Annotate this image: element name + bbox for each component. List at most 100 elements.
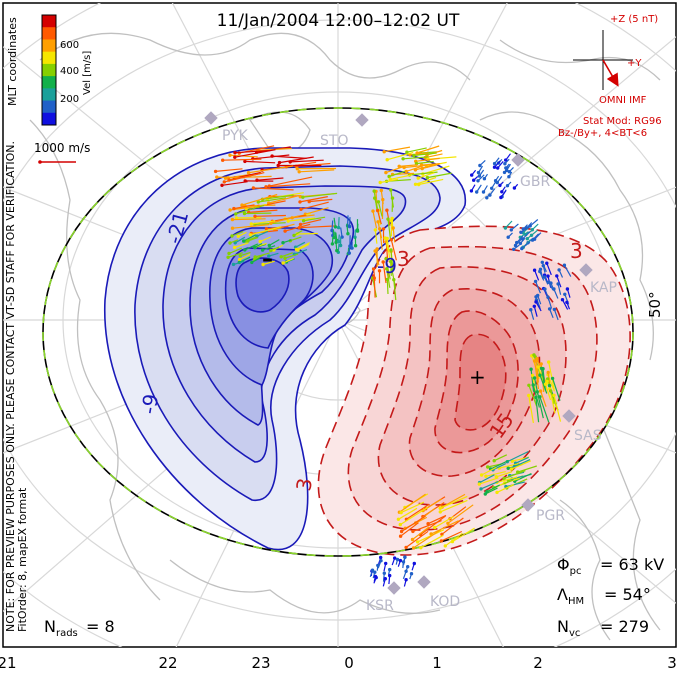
- velocity-vector-origin: [333, 225, 338, 229]
- station-label: SAS: [574, 428, 602, 444]
- velocity-vector-origin: [512, 247, 516, 251]
- velocity-vector: [420, 534, 444, 549]
- contour-label: 3: [570, 239, 583, 263]
- velocity-vector-origin: [552, 393, 556, 397]
- velocity-vector-origin: [384, 257, 388, 261]
- colorbar-ticks: 600 400 200: [60, 40, 79, 105]
- velocity-vector: [386, 238, 391, 260]
- velocity-vector: [413, 529, 442, 549]
- velocity-vector-origin: [270, 154, 274, 158]
- station-label: KOD: [430, 594, 460, 610]
- colorbar-swatch: [42, 100, 56, 114]
- velocity-vector-origin: [396, 517, 401, 521]
- velocity-vector-origin: [246, 239, 250, 243]
- velocity-vector: [268, 239, 280, 246]
- velocity-vector-origin: [507, 170, 511, 174]
- velocity-vector-origin: [503, 162, 507, 166]
- velocity-vector: [528, 385, 538, 407]
- coastlines: [29, 32, 661, 641]
- mlt-tick: 23: [251, 654, 270, 672]
- colorbar-swatch: [42, 76, 56, 89]
- velocity-vector-origin: [379, 188, 383, 193]
- velocity-vector: [244, 243, 259, 251]
- velocity-vector: [416, 160, 434, 165]
- velocity-vector-origin: [373, 249, 377, 253]
- velocity-vector-origin: [248, 233, 253, 237]
- colorbar-tick: 600: [60, 40, 79, 51]
- velocity-vector-origin: [539, 366, 544, 371]
- velocity-vector: [338, 217, 340, 228]
- velocity-vector-origin: [415, 540, 420, 544]
- velocity-vector-origin: [398, 522, 402, 527]
- velocity-vector: [403, 156, 429, 160]
- velocity-vector-origin: [233, 151, 237, 155]
- velocity-vector-origin: [490, 186, 494, 190]
- velocity-vector-origin: [283, 256, 287, 260]
- velocity-vector: [480, 480, 499, 490]
- velocity-vector-origin: [532, 268, 537, 272]
- velocity-vector: [258, 197, 286, 203]
- velocity-vector-origin: [405, 150, 409, 154]
- velocity-vector: [234, 236, 246, 244]
- velocity-vector-origin: [562, 263, 567, 267]
- velocity-vector-origin: [264, 227, 269, 231]
- velocity-vector: [406, 147, 427, 153]
- velocity-vector-origin: [538, 389, 543, 393]
- velocity-vector: [406, 503, 430, 520]
- velocity-vector: [430, 520, 459, 535]
- velocity-vector-origin: [246, 171, 251, 175]
- velocity-vector: [536, 391, 544, 419]
- velocity-vector-origin: [493, 179, 498, 183]
- station-label: KSR: [366, 598, 394, 614]
- velocity-vector: [541, 262, 547, 272]
- velocity-vector-origin: [236, 234, 240, 238]
- velocity-vector-origin: [371, 267, 376, 271]
- velocity-vector-origin: [527, 393, 531, 398]
- velocity-vector: [547, 297, 553, 309]
- velocity-vector-origin: [536, 293, 540, 298]
- velocity-vector-origin: [525, 237, 529, 241]
- velocity-vector-origin: [479, 473, 484, 477]
- velocity-vector-origin: [298, 200, 302, 204]
- imf-model-line1: Stat Mod: RG96: [583, 116, 662, 127]
- velocity-vector-origin: [385, 267, 389, 271]
- velocity-vector-origin: [425, 175, 430, 180]
- velocity-vector-origin: [485, 490, 489, 494]
- velocity-vector-origin: [476, 179, 480, 183]
- station-label: KAP: [590, 280, 617, 296]
- velocity-vector: [413, 152, 437, 157]
- velocity-vector-origin: [492, 459, 496, 463]
- velocity-vector-origin: [534, 300, 538, 304]
- velocity-vector: [222, 158, 262, 161]
- velocity-vector: [390, 239, 397, 261]
- velocity-vector: [296, 242, 311, 251]
- coordinates-label: MLT coordinates: [6, 17, 19, 106]
- velocity-vector-origin: [267, 243, 271, 248]
- velocity-vector-origin: [267, 254, 271, 258]
- velocity-vector-origin: [238, 254, 242, 258]
- velocity-vector: [556, 275, 562, 288]
- velocity-vector-origin: [330, 242, 335, 246]
- velocity-vector-origin: [500, 190, 504, 194]
- mlt-tick: 3: [667, 654, 677, 672]
- velocity-vector: [496, 483, 515, 493]
- velocity-vector: [299, 196, 328, 203]
- velocity-vector-origin: [519, 230, 523, 234]
- velocity-vector-origin: [355, 229, 360, 233]
- velocity-vector-origin: [398, 558, 403, 563]
- velocity-vector-origin: [378, 180, 382, 185]
- velocity-vector: [295, 241, 306, 248]
- velocity-vector-origin: [499, 195, 503, 200]
- velocity-vector: [232, 224, 270, 229]
- velocity-vector: [243, 234, 256, 242]
- velocity-vector-origin: [232, 206, 236, 211]
- velocity-vector-origin: [260, 248, 265, 252]
- velocity-vector-origin: [264, 185, 268, 189]
- velocity-vector-origin: [382, 150, 386, 154]
- velocity-vector: [515, 456, 529, 464]
- velocity-vector-origin: [292, 233, 296, 238]
- fit-order-note: FitOrder: 8, mapEX format: [16, 487, 29, 632]
- velocity-vector-origin: [512, 186, 517, 190]
- velocity-vector: [231, 230, 244, 237]
- velocity-vector: [553, 288, 559, 299]
